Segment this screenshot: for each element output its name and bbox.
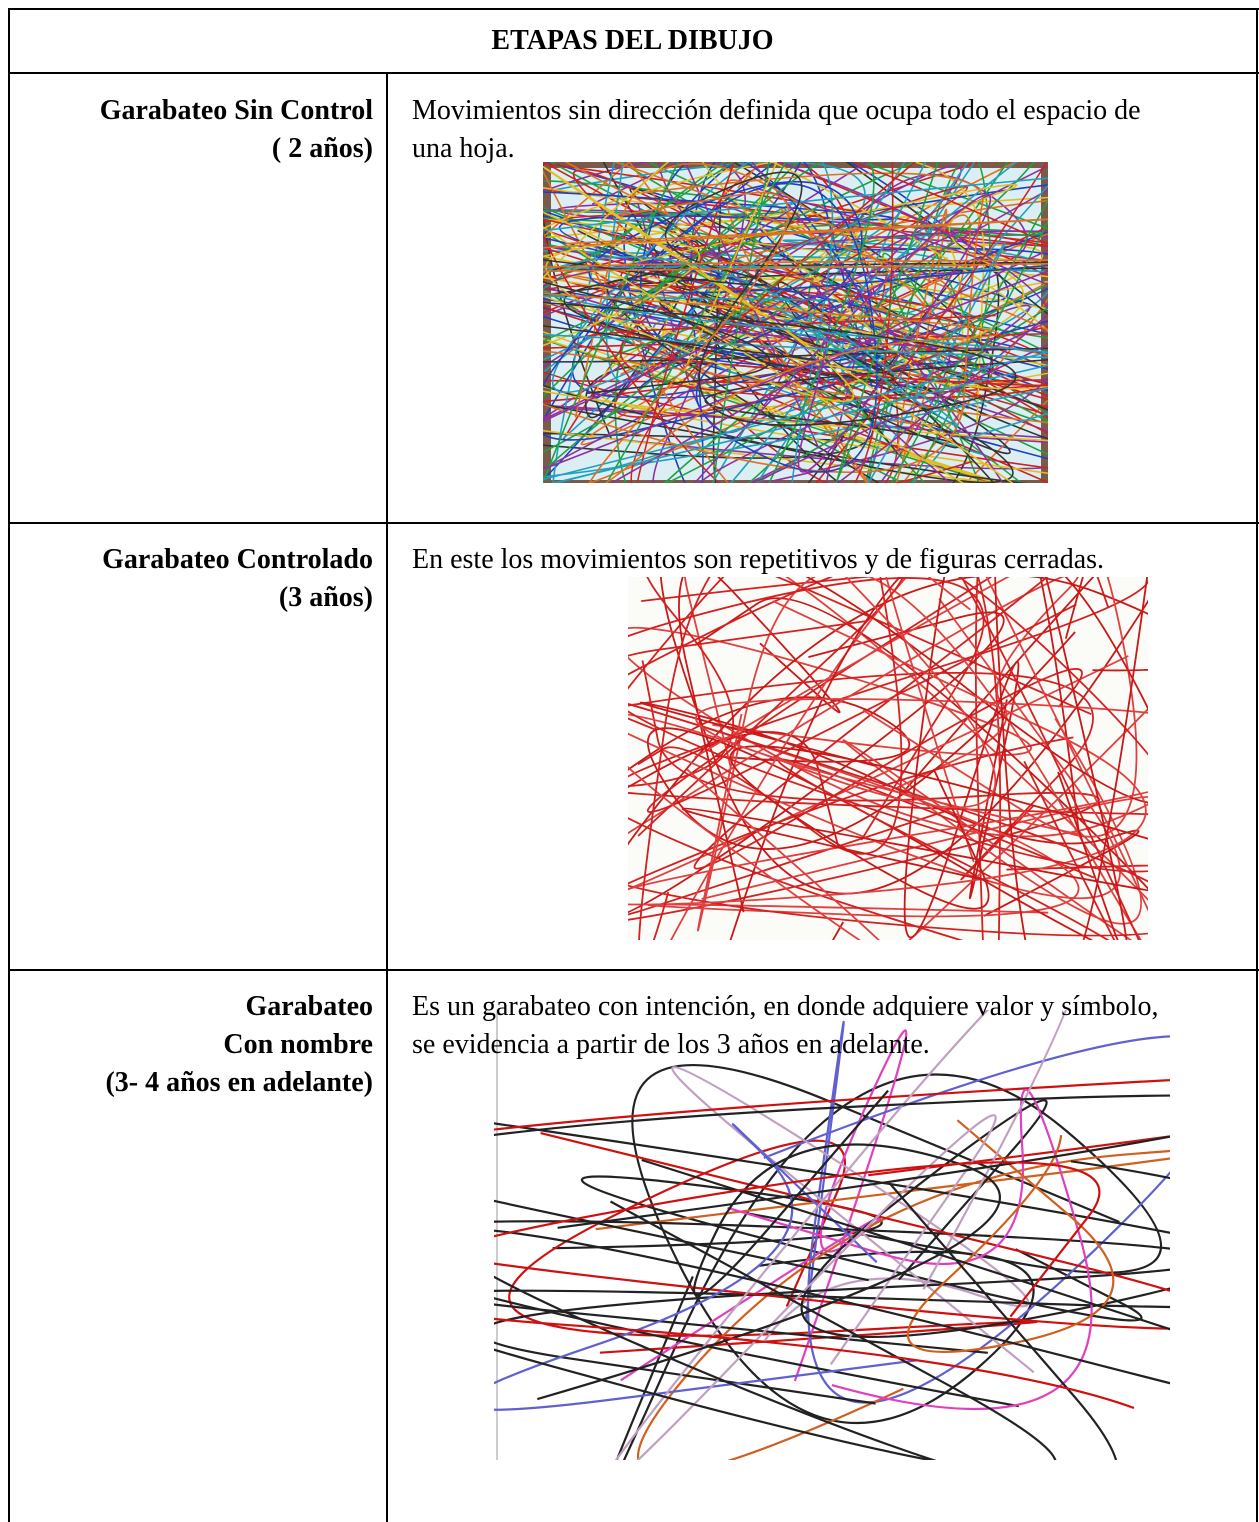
drawing-image — [543, 162, 1048, 483]
scribble — [628, 577, 1148, 914]
scribble — [628, 577, 1148, 940]
scribble — [543, 180, 1048, 473]
stage-label: Garabateo — [245, 991, 373, 1022]
scribble — [543, 162, 1048, 483]
border — [8, 522, 1259, 524]
scribble — [494, 1158, 1170, 1460]
stage-label: (3 años) — [278, 582, 373, 613]
scribble — [637, 577, 1140, 940]
scribble — [543, 162, 1048, 483]
stage-label: Garabateo Controlado — [102, 544, 373, 575]
scribble — [628, 577, 1148, 787]
scribble — [670, 577, 1148, 940]
stage-description: Es un garabateo con intención, en donde … — [412, 991, 1159, 1022]
scribble — [543, 162, 988, 368]
scribble — [543, 162, 1048, 483]
drawing-image — [494, 1010, 1170, 1460]
scribble — [543, 191, 1048, 483]
scribble — [543, 162, 994, 459]
scribble — [494, 1220, 1170, 1408]
scribble — [543, 202, 1048, 470]
scribble — [543, 162, 1048, 483]
scribble — [614, 1010, 1068, 1460]
scribble — [508, 1139, 1039, 1354]
scribble — [552, 1175, 1143, 1322]
scribble — [543, 162, 1048, 483]
scribble — [727, 1088, 1093, 1411]
stage-label: (3- 4 años en adelante) — [105, 1067, 373, 1098]
border — [386, 72, 388, 1522]
scribble — [543, 194, 1048, 483]
scribble — [628, 696, 911, 849]
scribble — [628, 577, 1110, 940]
stage-label: ( 2 años) — [271, 133, 373, 164]
scribble — [543, 162, 1014, 483]
scribble — [628, 577, 1148, 937]
scribble — [681, 745, 1148, 910]
scribble — [494, 1079, 1170, 1330]
border — [8, 8, 10, 1522]
scribble — [763, 1020, 1170, 1404]
scribble — [552, 162, 1048, 483]
scribble — [628, 672, 1148, 881]
scribble — [543, 162, 1048, 474]
stage-label: Con nombre — [223, 1029, 373, 1060]
scribble — [615, 1073, 1163, 1460]
scribble — [494, 1161, 1135, 1410]
scribble — [678, 577, 1148, 940]
scribble — [494, 1094, 1170, 1460]
border — [8, 72, 1259, 74]
scribble — [494, 1123, 918, 1411]
scribble — [628, 600, 1148, 906]
scribble — [684, 577, 1148, 940]
stage-description: una hoja. — [412, 133, 515, 164]
scribble — [543, 177, 1048, 483]
stage-label: Garabateo Sin Control — [99, 95, 373, 126]
scribble — [628, 577, 1109, 940]
table-title: ETAPAS DEL DIBUJO — [491, 25, 774, 56]
scribble — [646, 597, 1148, 940]
stage-description: se evidencia a partir de los 3 años en a… — [412, 1029, 930, 1060]
scribble — [660, 577, 1148, 895]
border — [8, 969, 1259, 971]
border — [8, 8, 1259, 10]
border — [1256, 8, 1258, 1522]
scribble — [494, 1122, 1170, 1354]
scribble — [628, 577, 997, 940]
drawing-image — [628, 577, 1148, 940]
scribble — [994, 577, 1148, 940]
scribble — [903, 577, 1080, 939]
stage-description: Movimientos sin dirección definida que o… — [412, 95, 1141, 126]
scribble — [543, 261, 1048, 449]
stage-description: En este los movimientos son repetitivos … — [412, 544, 1105, 575]
scribble — [536, 1089, 1001, 1401]
scribble — [543, 162, 1048, 442]
